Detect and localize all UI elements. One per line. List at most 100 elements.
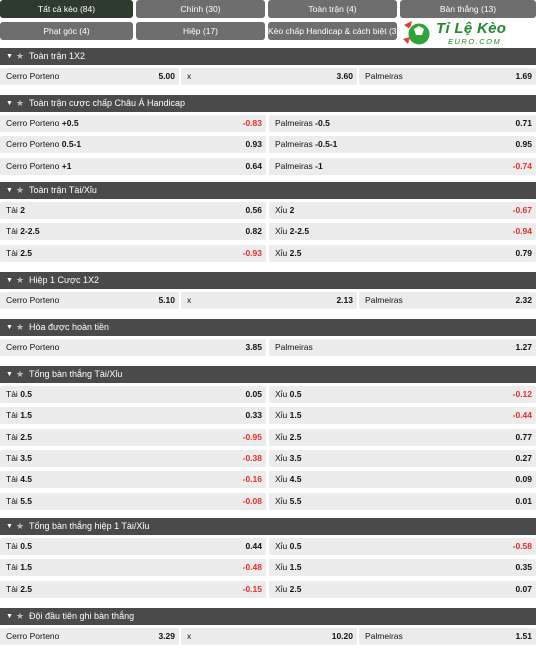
odds-cell[interactable]: Palmeiras 1.51 bbox=[359, 628, 536, 645]
odds-cell[interactable]: Xỉu 1.5 -0.44 bbox=[269, 407, 536, 424]
chevron-down-icon[interactable]: ▼ bbox=[6, 187, 13, 194]
selection-name: x bbox=[187, 71, 192, 81]
odds-cell[interactable]: Cerro Porteno 3.29 bbox=[0, 628, 179, 645]
chevron-down-icon[interactable]: ▼ bbox=[6, 324, 13, 331]
star-icon[interactable]: ★ bbox=[16, 275, 25, 285]
odds-cell[interactable]: Tài 2 0.56 bbox=[0, 202, 266, 219]
selection-name: Palmeiras bbox=[275, 139, 313, 149]
section-header[interactable]: ▼ ★ Tổng bàn thắng hiệp 1 Tài/Xỉu bbox=[0, 518, 536, 535]
odds-cell[interactable]: Palmeiras 2.32 bbox=[359, 292, 536, 309]
tab-corners[interactable]: Phạt góc (4) bbox=[0, 22, 133, 40]
odds-cell[interactable]: x 10.20 bbox=[181, 628, 357, 645]
section-title: Đội đầu tiên ghi bàn thắng bbox=[29, 611, 135, 621]
selection-label: Cerro Porteno 0.5-1 bbox=[6, 136, 81, 153]
chevron-down-icon[interactable]: ▼ bbox=[6, 100, 13, 107]
selection-name: Xỉu bbox=[275, 226, 288, 236]
star-icon[interactable]: ★ bbox=[16, 98, 25, 108]
odds-cell[interactable]: Xỉu 2.5 0.77 bbox=[269, 429, 536, 446]
star-icon[interactable]: ★ bbox=[16, 51, 25, 61]
selection-name: Tài bbox=[6, 496, 18, 506]
odds-cell[interactable]: Cerro Porteno 5.10 bbox=[0, 292, 179, 309]
star-icon[interactable]: ★ bbox=[16, 521, 25, 531]
odds-cell[interactable]: Cerro Porteno 0.5-1 0.93 bbox=[0, 136, 266, 153]
odds-cell[interactable]: Cerro Porteno +0.5 -0.83 bbox=[0, 115, 266, 132]
section-header[interactable]: ▼ ★ Toàn trận cược chấp Châu Á Handicap bbox=[0, 95, 536, 112]
star-icon[interactable]: ★ bbox=[16, 185, 25, 195]
odds-value: 2.13 bbox=[336, 295, 353, 305]
odds-value: -0.93 bbox=[242, 248, 262, 258]
odds-cell[interactable]: Xỉu 3.5 0.27 bbox=[269, 450, 536, 467]
odds-cell[interactable]: Tài 2.5 -0.15 bbox=[0, 581, 266, 598]
odds-cell[interactable]: x 3.60 bbox=[181, 68, 357, 85]
selection-label: Palmeiras bbox=[365, 628, 403, 645]
odds-cell[interactable]: Tài 0.5 0.05 bbox=[0, 386, 266, 403]
odds-cell[interactable]: Tài 3.5 -0.38 bbox=[0, 450, 266, 467]
odds-cell[interactable]: Xỉu 4.5 0.09 bbox=[269, 471, 536, 488]
tab-all[interactable]: Tất cả kèo (84) bbox=[0, 0, 133, 18]
selection-name: Cerro Porteno bbox=[6, 342, 60, 352]
star-icon[interactable]: ★ bbox=[16, 322, 25, 332]
selection-name: x bbox=[187, 295, 192, 305]
selection-name: Tài bbox=[6, 432, 18, 442]
section-header[interactable]: ▼ ★ Hòa được hoàn tiền bbox=[0, 319, 536, 336]
chevron-down-icon[interactable]: ▼ bbox=[6, 523, 13, 530]
selection-line: 2.5 bbox=[289, 248, 302, 258]
odds-value: -0.48 bbox=[242, 562, 262, 572]
odds-cell[interactable]: Palmeiras 1.27 bbox=[269, 339, 536, 356]
chevron-down-icon[interactable]: ▼ bbox=[6, 371, 13, 378]
odds-cell[interactable]: Palmeiras -0.5-1 0.95 bbox=[269, 136, 536, 153]
chevron-down-icon[interactable]: ▼ bbox=[6, 613, 13, 620]
chevron-down-icon[interactable]: ▼ bbox=[6, 277, 13, 284]
odds-cell[interactable]: Palmeiras 1.69 bbox=[359, 68, 536, 85]
selection-name: Tài bbox=[6, 584, 18, 594]
tab-half[interactable]: Hiệp (17) bbox=[136, 22, 265, 40]
section-header[interactable]: ▼ ★ Đội đầu tiên ghi bàn thắng bbox=[0, 608, 536, 625]
selection-label: Xỉu 2.5 bbox=[275, 429, 302, 446]
odds-cell[interactable]: Xỉu 5.5 0.01 bbox=[269, 493, 536, 510]
selection-label: Xỉu 4.5 bbox=[275, 471, 302, 488]
selection-label: x bbox=[187, 628, 191, 645]
chevron-down-icon[interactable]: ▼ bbox=[6, 53, 13, 60]
odds-cell[interactable]: Tài 5.5 -0.08 bbox=[0, 493, 266, 510]
selection-label: Xỉu 0.5 bbox=[275, 538, 302, 555]
selection-label: Tài 3.5 bbox=[6, 450, 32, 467]
odds-cell[interactable]: Palmeiras -1 -0.74 bbox=[269, 158, 536, 175]
odds-cell[interactable]: Xỉu 0.5 -0.58 bbox=[269, 538, 536, 555]
odds-value: 1.69 bbox=[515, 71, 532, 81]
selection-label: x bbox=[187, 292, 191, 309]
odds-cell[interactable]: Cerro Porteno 3.85 bbox=[0, 339, 266, 356]
tab-full-match[interactable]: Toàn trận (4) bbox=[268, 0, 397, 18]
odds-cell[interactable]: x 2.13 bbox=[181, 292, 357, 309]
odds-cell[interactable]: Palmeiras -0.5 0.71 bbox=[269, 115, 536, 132]
odds-cell[interactable]: Tài 4.5 -0.16 bbox=[0, 471, 266, 488]
star-icon[interactable]: ★ bbox=[16, 611, 25, 621]
odds-cell[interactable]: Xỉu 1.5 0.35 bbox=[269, 559, 536, 576]
site-logo[interactable]: Tỉ Lệ Kèo EURO.COM bbox=[400, 19, 536, 47]
odds-cell[interactable]: Xỉu 0.5 -0.12 bbox=[269, 386, 536, 403]
odds-cell[interactable]: Xỉu 2 -0.67 bbox=[269, 202, 536, 219]
odds-cell[interactable]: Xỉu 2.5 0.07 bbox=[269, 581, 536, 598]
section-header[interactable]: ▼ ★ Hiệp 1 Cược 1X2 bbox=[0, 272, 536, 289]
odds-cell[interactable]: Tài 1.5 -0.48 bbox=[0, 559, 266, 576]
odds-cell[interactable]: Tài 2.5 -0.95 bbox=[0, 429, 266, 446]
odds-cell[interactable]: Cerro Porteno +1 0.64 bbox=[0, 158, 266, 175]
tab-goals[interactable]: Bàn thắng (13) bbox=[400, 0, 536, 18]
section-header[interactable]: ▼ ★ Toàn trận Tài/Xỉu bbox=[0, 182, 536, 199]
odds-cell[interactable]: Cerro Porteno 5.00 bbox=[0, 68, 179, 85]
section-header[interactable]: ▼ ★ Toàn trận 1X2 bbox=[0, 48, 536, 65]
odds-cell[interactable]: Tài 1.5 0.33 bbox=[0, 407, 266, 424]
odds-cell[interactable]: Xỉu 2.5 0.79 bbox=[269, 245, 536, 262]
odds-cell[interactable]: Xỉu 2-2.5 -0.94 bbox=[269, 223, 536, 240]
tab-handicap[interactable]: Kèo chấp Handicap & cách biệt (3) bbox=[268, 22, 397, 40]
selection-line: 3.5 bbox=[20, 453, 33, 463]
selection-name: Xỉu bbox=[275, 248, 288, 258]
tab-main[interactable]: Chính (30) bbox=[136, 0, 265, 18]
odds-value: 0.27 bbox=[515, 453, 532, 463]
odds-cell[interactable]: Tài 2-2.5 0.82 bbox=[0, 223, 266, 240]
star-icon[interactable]: ★ bbox=[16, 369, 25, 379]
selection-label: Xỉu 1.5 bbox=[275, 559, 302, 576]
odds-cell[interactable]: Tài 0.5 0.44 bbox=[0, 538, 266, 555]
odds-cell[interactable]: Tài 2.5 -0.93 bbox=[0, 245, 266, 262]
selection-line: +1 bbox=[61, 161, 72, 171]
section-header[interactable]: ▼ ★ Tổng bàn thắng Tài/Xỉu bbox=[0, 366, 536, 383]
